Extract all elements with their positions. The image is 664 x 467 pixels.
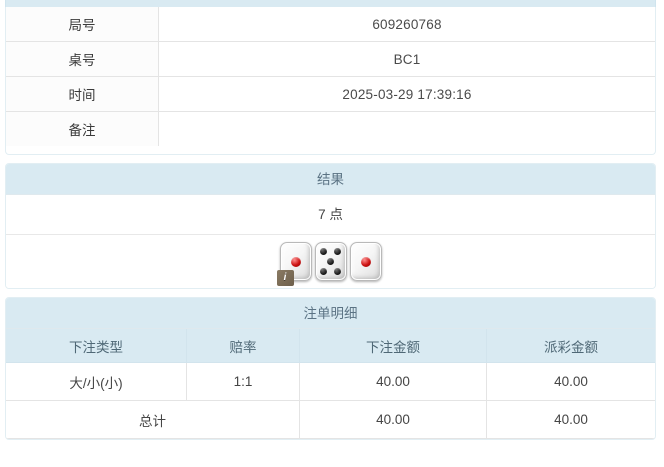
info-label-round-no: 局号 (6, 7, 159, 42)
info-value-table-no: BC1 (158, 41, 655, 77)
column-header-odds: 赔率 (186, 329, 300, 363)
die-2 (314, 242, 347, 281)
column-header-stake: 下注金额 (299, 329, 487, 363)
info-label-time: 时间 (6, 76, 159, 112)
info-value-remark (158, 111, 655, 146)
die-pip (319, 267, 327, 275)
round-info-table: 局号 609260768 桌号 BC1 时间 2025-03-29 17:39:… (6, 7, 655, 146)
info-label-table-no: 桌号 (6, 41, 159, 77)
info-value-round-no: 609260768 (158, 7, 655, 42)
table-header-row: 下注类型 赔率 下注金额 派彩金额 (6, 329, 655, 363)
top-header-strip (5, 0, 656, 7)
table-row: 局号 609260768 (6, 7, 655, 42)
bet-detail-panel: 注单明细 下注类型 赔率 下注金额 派彩金额 大/小(小) 1:1 40.00 … (5, 297, 656, 440)
column-header-bet-type: 下注类型 (6, 329, 187, 363)
bet-detail-table: 下注类型 赔率 下注金额 派彩金额 大/小(小) 1:1 40.00 40.00… (6, 329, 655, 439)
round-info-panel: 局号 609260768 桌号 BC1 时间 2025-03-29 17:39:… (5, 7, 656, 155)
cell-odds: 1:1 (186, 362, 300, 401)
bet-detail-section-header: 注单明细 (6, 298, 655, 329)
dice-row: i (6, 235, 655, 288)
cell-bet-type: 大/小(小) (6, 362, 187, 401)
die-pip (290, 256, 301, 267)
table-total-row: 总计 40.00 40.00 (6, 400, 655, 439)
die-pip (334, 267, 342, 275)
info-badge-icon[interactable]: i (276, 270, 294, 286)
result-section-header: 结果 (6, 164, 655, 195)
cell-payout: 40.00 (486, 362, 655, 401)
die-pip (319, 248, 327, 256)
column-header-payout: 派彩金额 (486, 329, 655, 363)
cell-total-stake: 40.00 (299, 400, 487, 439)
table-row: 桌号 BC1 (6, 41, 655, 77)
info-label-remark: 备注 (6, 111, 159, 146)
result-panel: 结果 7 点 i (5, 163, 656, 289)
die-1: i (276, 242, 312, 286)
table-row: 大/小(小) 1:1 40.00 40.00 (6, 362, 655, 401)
die-pip (334, 248, 342, 256)
table-row: 备注 (6, 111, 655, 146)
cell-stake: 40.00 (299, 362, 487, 401)
die-pip (360, 256, 371, 267)
cell-total-payout: 40.00 (486, 400, 655, 439)
die-pip (326, 257, 334, 265)
table-row: 时间 2025-03-29 17:39:16 (6, 76, 655, 112)
cell-total-label: 总计 (6, 400, 300, 439)
info-value-time: 2025-03-29 17:39:16 (158, 76, 655, 112)
result-points-text: 7 点 (6, 195, 655, 235)
die-3 (349, 242, 382, 281)
